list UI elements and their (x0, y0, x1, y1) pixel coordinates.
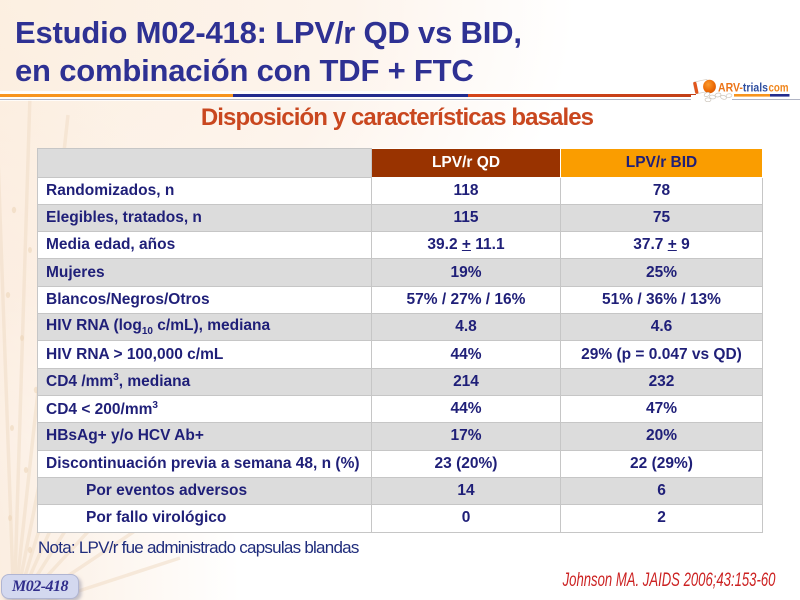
svg-text:ARV-trials: ARV-trials (718, 83, 768, 95)
svg-text:com: com (769, 83, 789, 95)
